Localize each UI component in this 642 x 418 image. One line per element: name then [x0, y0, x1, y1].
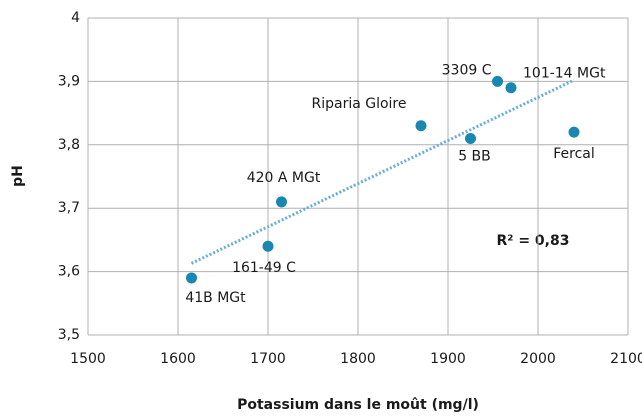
x-tick-label: 1600 [160, 351, 196, 367]
x-tick-label: 2100 [610, 351, 642, 367]
y-tick-label: 3,6 [58, 264, 80, 280]
point [492, 75, 503, 87]
x-tick-label: 1700 [250, 351, 286, 367]
point [276, 196, 287, 208]
point-label: 101-14 MGt [523, 66, 606, 82]
point-label: 420 A MGt [247, 170, 321, 186]
x-tick-label: 1500 [70, 351, 106, 367]
point-label: 5 BB [458, 148, 491, 164]
r-squared: R² = 0,83 [497, 233, 570, 249]
point [262, 240, 274, 252]
y-tick-label: 3,5 [58, 327, 80, 343]
x-tick-label: 1900 [430, 351, 466, 367]
y-tick-label: 3,9 [58, 73, 80, 89]
point [568, 126, 580, 138]
point-label: 161-49 C [232, 260, 296, 276]
point [465, 132, 476, 144]
point [415, 120, 427, 132]
point-label: Fercal [553, 146, 595, 162]
y-tick-label: 3,7 [58, 200, 80, 216]
point [186, 272, 197, 284]
point-label: 41B MGt [185, 290, 246, 306]
point-label: 3309 C [442, 62, 492, 78]
point-label: Riparia Gloire [311, 96, 406, 112]
y-tick-label: 3,8 [58, 137, 80, 153]
y-tick-label: 4 [71, 10, 80, 26]
y-axis-title: pH [10, 165, 26, 187]
trendline [190, 78, 575, 265]
x-axis-title: Potassium dans le moût (mg/l) [237, 397, 479, 413]
point [505, 82, 517, 94]
x-tick-label: 2000 [520, 351, 556, 367]
x-tick-label: 1800 [340, 351, 376, 367]
